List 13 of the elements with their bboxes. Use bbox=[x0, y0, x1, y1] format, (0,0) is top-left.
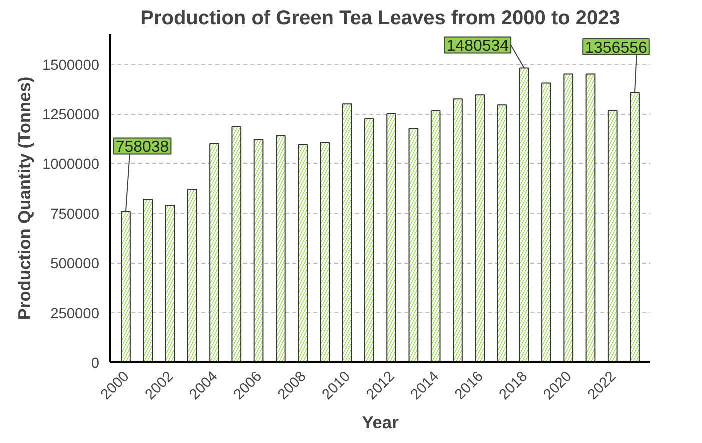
y-tick-label: 1500000 bbox=[42, 58, 100, 74]
y-tick-label: 1000000 bbox=[42, 157, 100, 174]
y-tick-label: 0 bbox=[91, 356, 100, 372]
y-tick-label: 500000 bbox=[50, 256, 100, 273]
data-label: 1480534 bbox=[446, 38, 510, 56]
y-axis-title: Production Quantity (Tonnes) bbox=[14, 76, 34, 320]
y-tick-label: 250000 bbox=[50, 306, 100, 322]
data-label: 758038 bbox=[116, 139, 170, 156]
x-axis-title: Year bbox=[362, 412, 400, 432]
y-tick-label: 1250000 bbox=[42, 108, 100, 124]
chart-title: Production of Green Tea Leaves from 2000 to 2023 bbox=[140, 8, 620, 30]
y-tick-label: 750000 bbox=[50, 206, 100, 223]
data-label: 1356556 bbox=[585, 40, 648, 57]
